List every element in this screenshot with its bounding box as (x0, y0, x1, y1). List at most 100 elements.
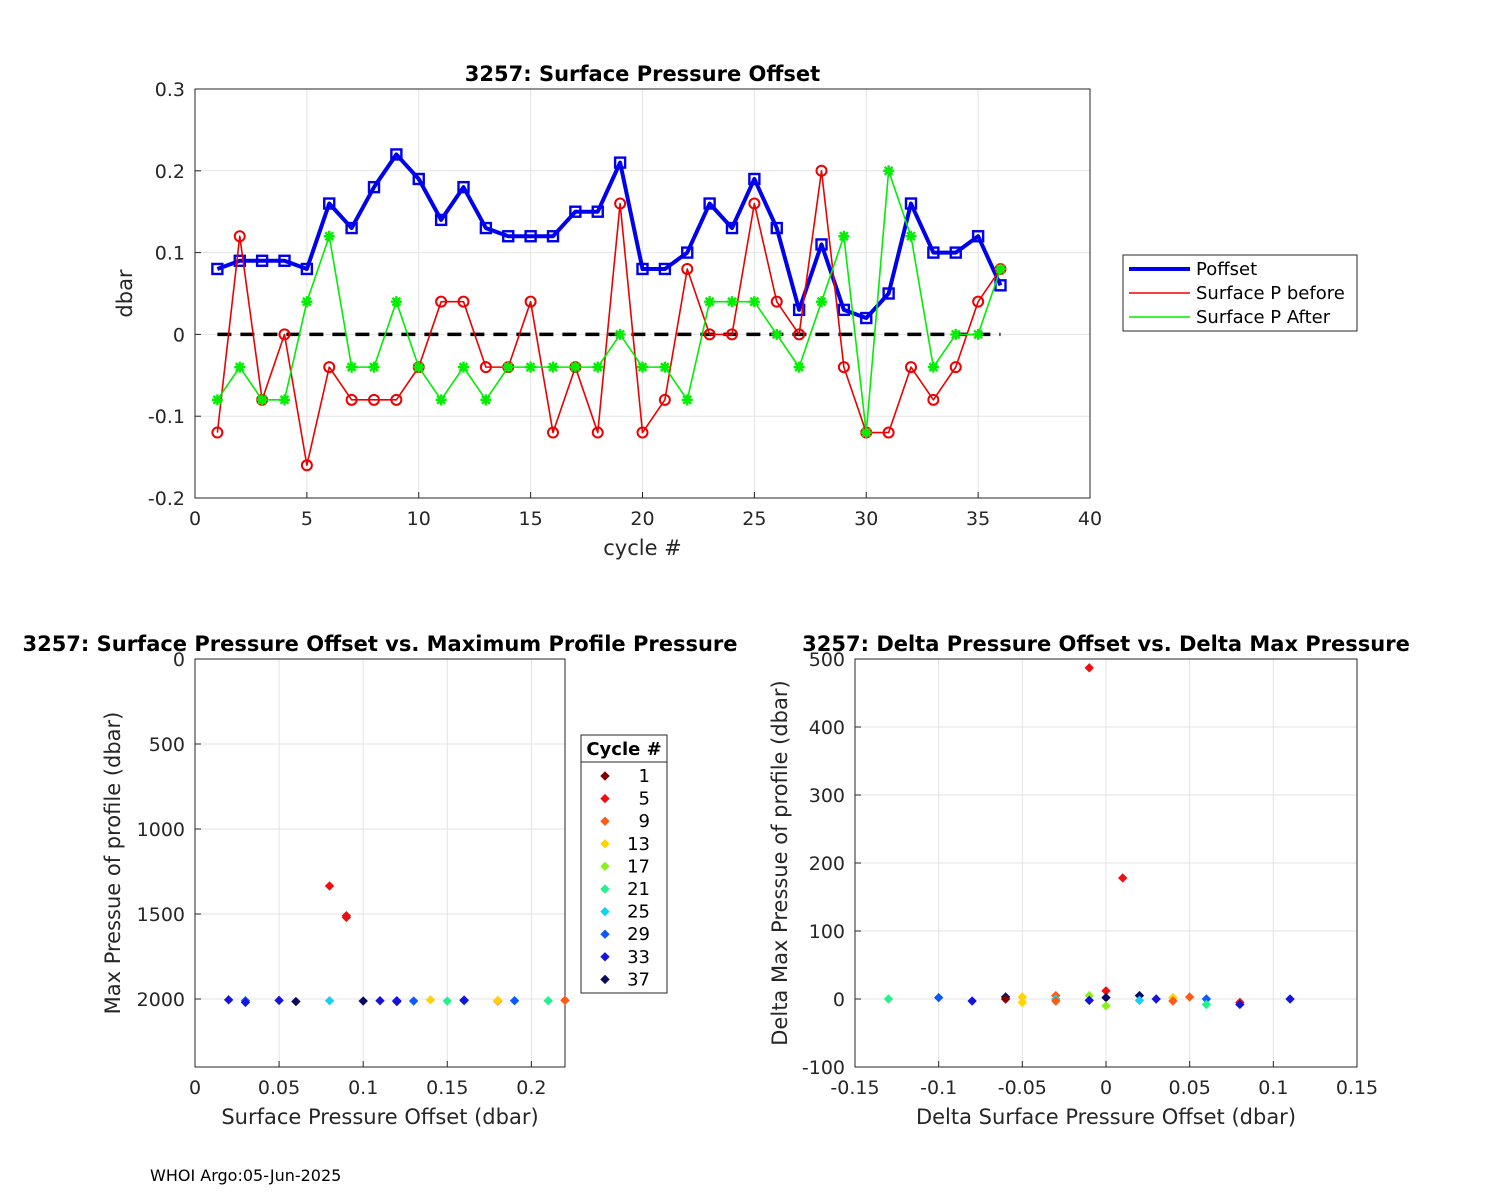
data-point (591, 426, 604, 439)
data-point (291, 996, 301, 1007)
data-point (995, 263, 1006, 275)
data-point (1285, 994, 1295, 1004)
data-point (1051, 996, 1061, 1006)
legend-label: 5 (639, 789, 650, 810)
legend-label: 21 (627, 879, 650, 900)
data-point (524, 230, 537, 243)
legend-label: 13 (627, 834, 650, 855)
data-point (614, 197, 627, 210)
data-point (301, 296, 313, 308)
data-point (434, 213, 448, 227)
data-point (1101, 1001, 1111, 1011)
x-tick-label: 40 (1078, 508, 1102, 530)
bottom-left-scatter-chart: 0 0.05 0.1 0.15 0.2 0 500 1000 1500 2000 3257: Sur… (22, 632, 737, 1129)
x-tick-label: 0 (189, 1077, 201, 1099)
data-point (1084, 663, 1094, 673)
data-point (1168, 996, 1178, 1006)
data-point (815, 238, 828, 251)
data-point (435, 295, 448, 308)
x-tick-label: 0.1 (348, 1077, 378, 1099)
x-axis-label: Surface Pressure Offset (dbar) (221, 1105, 538, 1129)
data-point (883, 994, 894, 1004)
data-point (591, 205, 604, 218)
x-tick-label: -0.05 (998, 1077, 1047, 1099)
data-point (300, 459, 313, 472)
data-point (637, 361, 648, 373)
data-point (341, 912, 352, 923)
data-point (971, 230, 985, 243)
data-point (569, 361, 581, 373)
data-point (1184, 992, 1195, 1002)
x-axis-label: cycle # (603, 536, 682, 560)
data-point (457, 180, 470, 194)
data-point (256, 394, 268, 406)
legend-label: 1 (639, 766, 650, 787)
legend-box (580, 734, 668, 994)
data-point (543, 995, 553, 1006)
legend-marker (600, 861, 610, 872)
legend-label: 37 (627, 969, 650, 990)
data-point (815, 164, 828, 177)
x-tick-label: 0.05 (258, 1077, 300, 1099)
data-point (904, 197, 918, 210)
legend-label: 9 (639, 811, 650, 832)
y-tick-label: 500 (809, 649, 845, 671)
data-point (681, 246, 694, 259)
data-point (412, 172, 425, 186)
chart-title: 3257: Surface Pressure Offset (465, 62, 820, 86)
data-point (704, 296, 716, 308)
data-point (323, 197, 336, 210)
data-point (211, 394, 223, 406)
data-point (592, 361, 604, 373)
y-tick-label: 0.3 (155, 79, 185, 101)
data-point (613, 156, 627, 169)
legend-label: 29 (627, 924, 650, 945)
legend-label: 33 (627, 947, 650, 968)
data-point (223, 995, 234, 1005)
data-point (949, 246, 962, 259)
data-point (525, 361, 537, 373)
legend-marker (600, 929, 610, 939)
data-point (927, 361, 939, 373)
data-point (792, 303, 806, 317)
data-point (658, 262, 672, 276)
legend-label: Surface P After (1196, 307, 1331, 328)
data-point (905, 361, 917, 374)
plot-area (195, 659, 565, 1067)
data-point (367, 180, 381, 194)
data-point (502, 230, 515, 243)
chart-title: 3257: Delta Pressure Offset vs. Delta Ma… (802, 632, 1410, 656)
data-point (726, 328, 738, 341)
data-point (390, 148, 403, 161)
y-tick-label: 0 (173, 649, 185, 671)
data-point (502, 361, 514, 373)
x-tick-label: 0.15 (1336, 1077, 1378, 1099)
data-point (392, 995, 402, 1006)
data-point (278, 254, 291, 267)
data-point (323, 361, 336, 374)
data-point (435, 394, 447, 406)
data-point (255, 254, 269, 267)
data-point (860, 311, 873, 325)
legend-label: Poffset (1196, 259, 1257, 280)
data-point (933, 992, 944, 1003)
y-axis-label: Max Pressue of profile (dbar) (101, 712, 125, 1015)
data-point (793, 361, 805, 373)
data-point (726, 296, 738, 308)
data-point (546, 230, 560, 243)
data-point (1000, 994, 1011, 1004)
data-point (636, 262, 649, 276)
data-point (274, 995, 284, 1006)
data-point (882, 426, 895, 439)
data-point (323, 230, 335, 242)
x-tick-label: 0.1 (1258, 1077, 1288, 1099)
legend: Poffset Surface P before Surface P After (1122, 254, 1358, 332)
data-point (967, 996, 977, 1006)
data-point (479, 221, 493, 235)
data-point (1235, 999, 1245, 1010)
data-point (459, 995, 469, 1005)
data-point (748, 172, 761, 186)
data-point (234, 361, 246, 373)
y-tick-label: 300 (809, 785, 845, 807)
